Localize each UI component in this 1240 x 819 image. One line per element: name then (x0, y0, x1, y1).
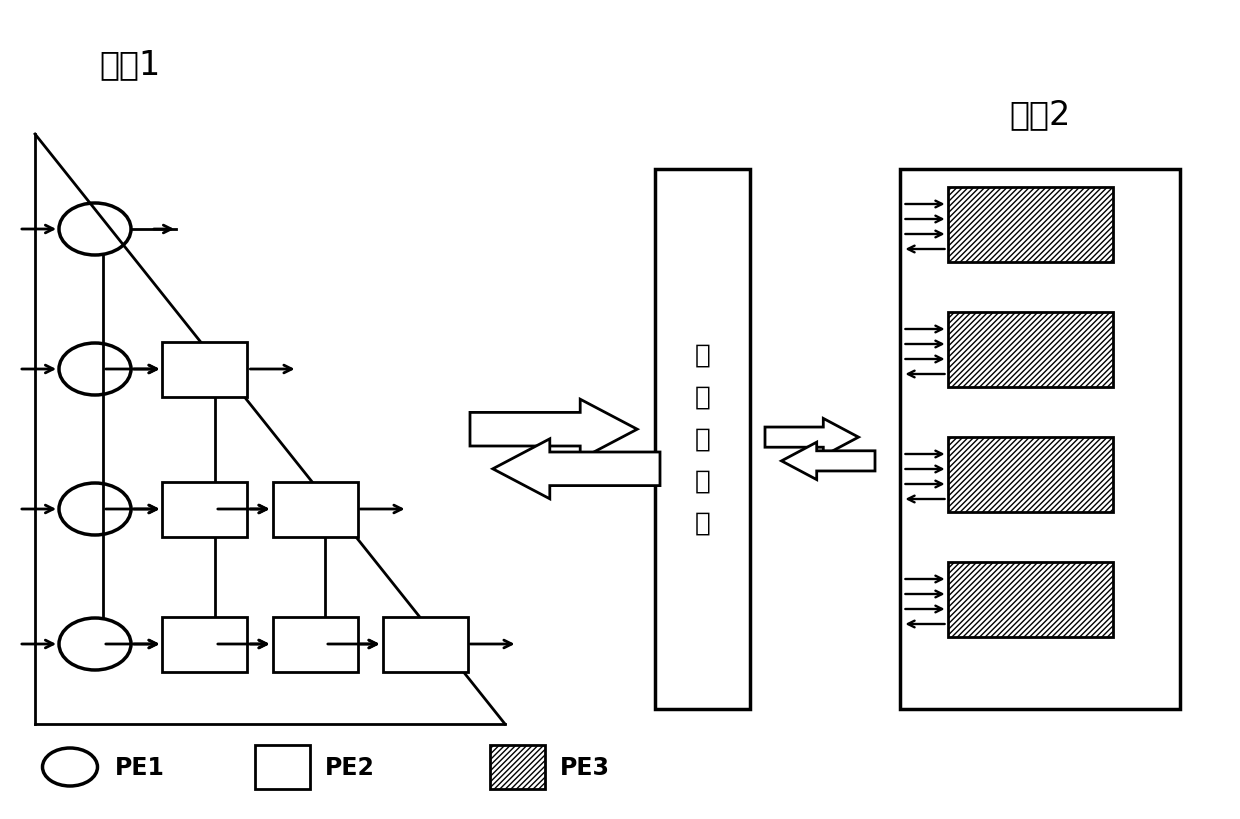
Bar (655, 170, 750, 709)
FancyArrow shape (765, 419, 858, 456)
Bar (273, 482, 357, 536)
Bar (162, 342, 248, 397)
Bar (162, 482, 248, 536)
Bar (947, 437, 1112, 512)
Text: PE1: PE1 (115, 755, 165, 779)
Bar (382, 617, 467, 672)
Text: 阵列2: 阵列2 (1009, 98, 1070, 131)
Bar (490, 745, 546, 789)
Text: 状
态
控
制
器: 状 态 控 制 器 (694, 342, 711, 536)
Bar (255, 745, 310, 789)
FancyArrow shape (470, 400, 637, 459)
Text: PE2: PE2 (325, 755, 374, 779)
FancyArrow shape (492, 439, 660, 500)
Bar (162, 617, 248, 672)
FancyArrow shape (781, 442, 875, 480)
Text: 阵列1: 阵列1 (99, 48, 161, 81)
Bar (273, 617, 357, 672)
Bar (947, 188, 1112, 262)
Bar (900, 170, 1180, 709)
Text: PE3: PE3 (560, 755, 610, 779)
Bar (947, 562, 1112, 636)
Bar (947, 312, 1112, 387)
